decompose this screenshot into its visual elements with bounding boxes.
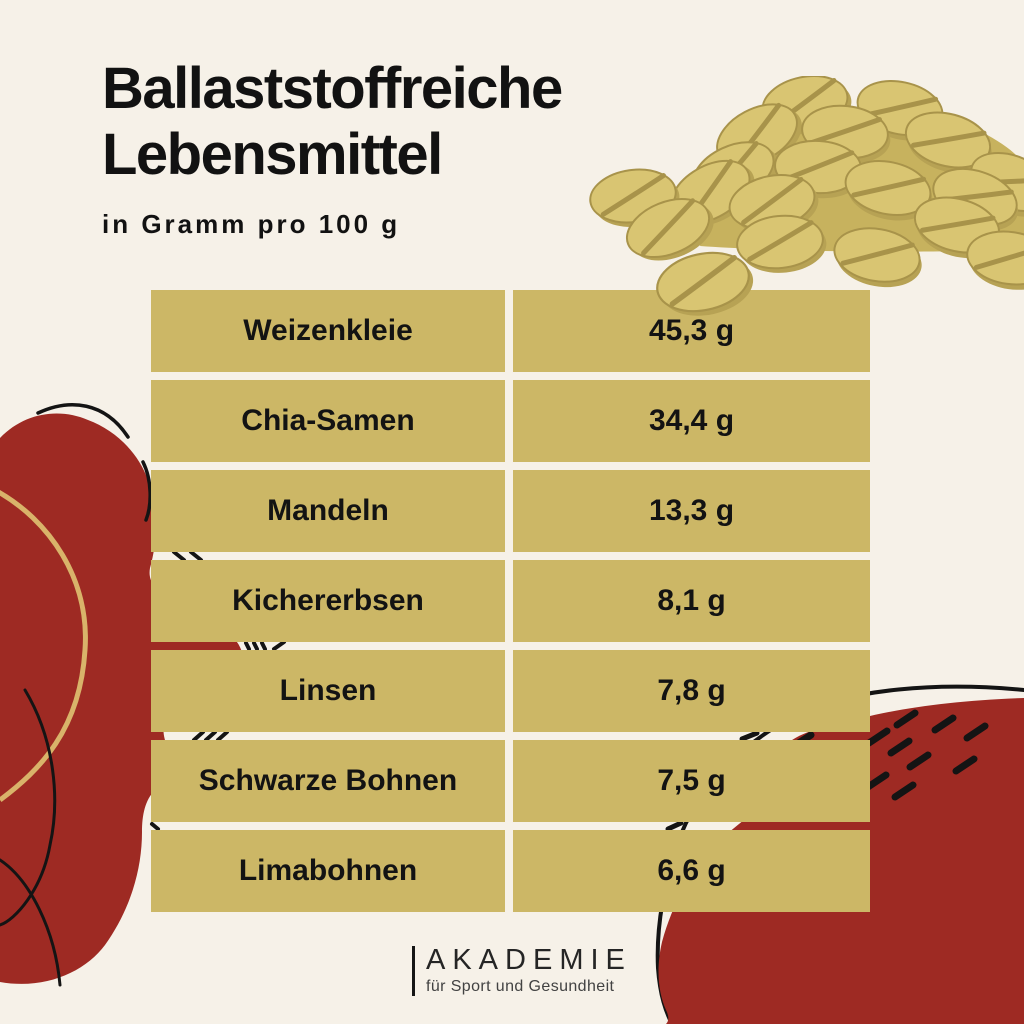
- food-value-cell: 7,5 g: [513, 740, 870, 822]
- food-value-cell: 13,3 g: [513, 470, 870, 552]
- black-arc-top: [36, 403, 130, 439]
- brand-logo: AKADEMIE für Sport und Gesundheit: [412, 946, 632, 996]
- logo-tagline: für Sport und Gesundheit: [426, 978, 615, 995]
- fiber-food-table: Weizenkleie 45,3 g Chia-Samen 34,4 g Man…: [151, 290, 870, 912]
- food-value-cell: 34,4 g: [513, 380, 870, 462]
- title-line-1: Ballaststoffreiche: [102, 56, 563, 121]
- food-name-cell: Chia-Samen: [151, 380, 505, 462]
- food-name-cell: Linsen: [151, 650, 505, 732]
- oat-grain-pile-illustration: [580, 76, 1024, 321]
- food-value-cell: 6,6 g: [513, 830, 870, 912]
- black-arc-small: [141, 460, 152, 522]
- food-name-cell: Weizenkleie: [151, 290, 505, 372]
- oat-grains: [587, 76, 1024, 321]
- mound-shape: [700, 107, 1024, 252]
- logo-brand-name: AKADEMIE: [426, 944, 632, 976]
- logo-divider-bar: [412, 946, 415, 996]
- title-line-2: Lebensmittel: [102, 121, 443, 187]
- food-value-cell: 8,1 g: [513, 560, 870, 642]
- black-squiggle-b: [0, 858, 62, 987]
- food-value-cell: 7,8 g: [513, 650, 870, 732]
- black-squiggle-a: [0, 688, 57, 927]
- logo-text: AKADEMIE für Sport und Gesundheit: [426, 946, 632, 996]
- page-subtitle: in Gramm pro 100 g: [102, 209, 401, 240]
- food-name-cell: Limabohnen: [151, 830, 505, 912]
- food-name-cell: Mandeln: [151, 470, 505, 552]
- food-name-cell: Schwarze Bohnen: [151, 740, 505, 822]
- page-title: Ballaststoffreiche Lebensmittel: [102, 56, 563, 187]
- food-name-cell: Kichererbsen: [151, 560, 505, 642]
- food-value-cell: 45,3 g: [513, 290, 870, 372]
- gold-curve-line: [0, 490, 88, 802]
- header: Ballaststoffreiche Lebensmittel in Gramm…: [102, 56, 563, 240]
